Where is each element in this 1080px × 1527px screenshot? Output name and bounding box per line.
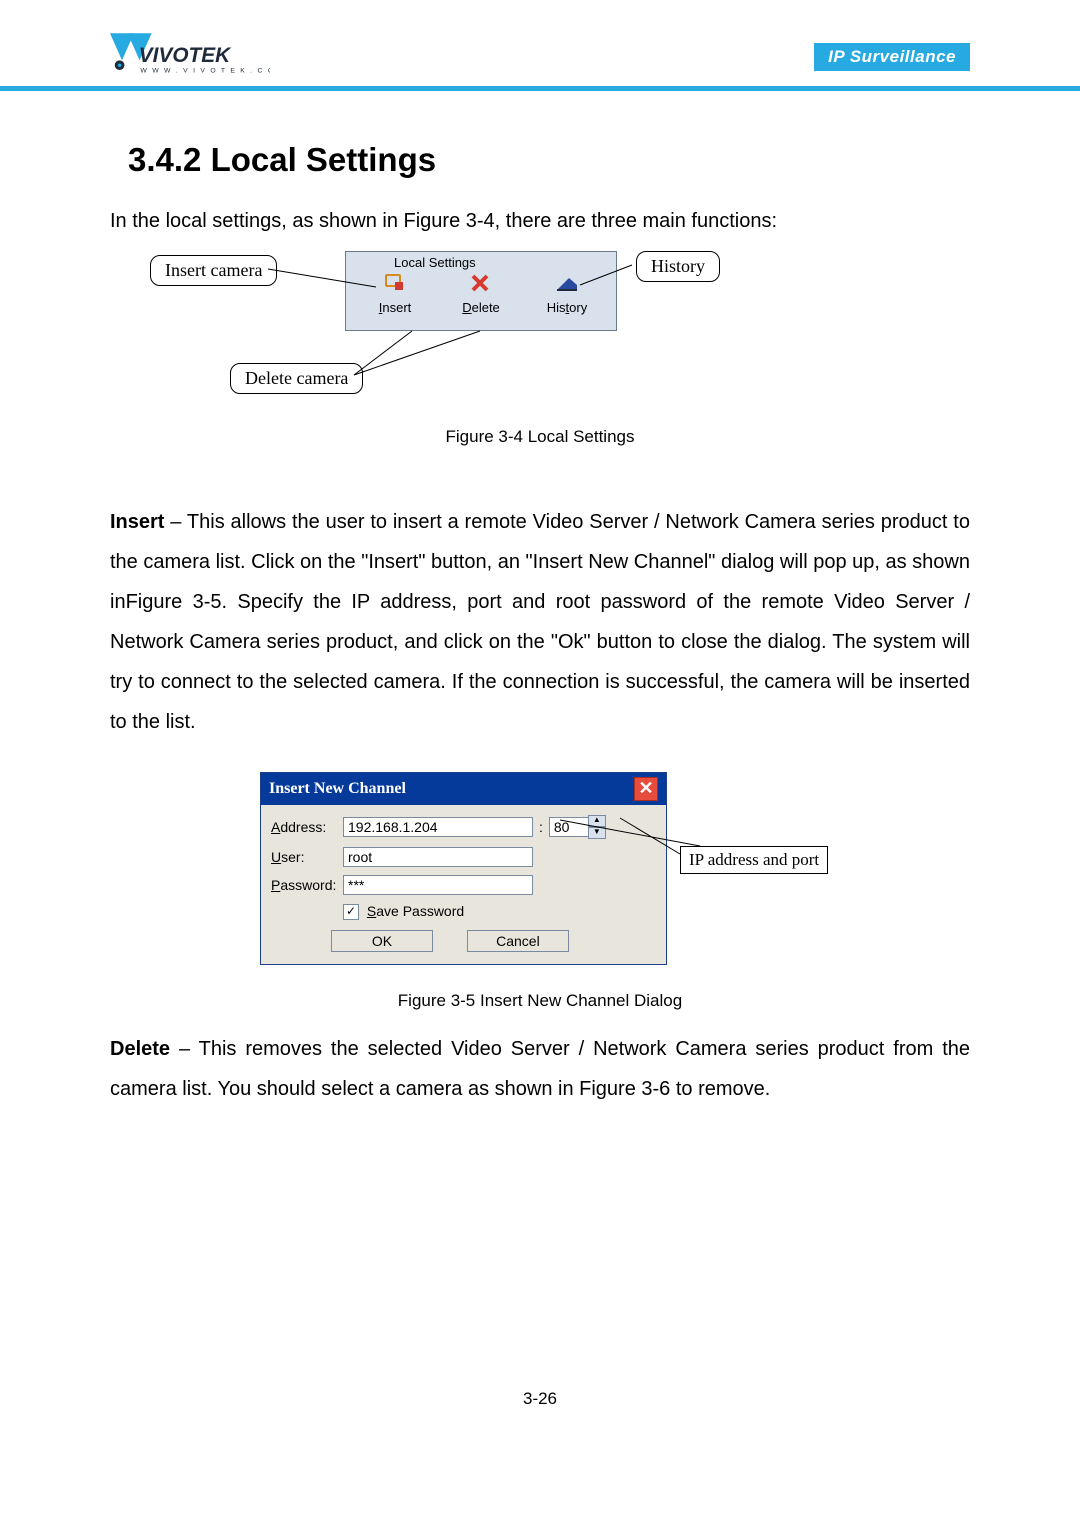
port-input[interactable] [549, 817, 589, 837]
port-spinner[interactable]: ▲▼ [588, 815, 606, 839]
delete-icon [438, 272, 524, 300]
spin-down-icon[interactable]: ▼ [588, 827, 606, 839]
user-label: User: [271, 849, 343, 865]
callout-history: History [636, 251, 720, 282]
page-number: 3-26 [110, 1389, 970, 1409]
svg-text:W W W . V I V O T E K . C O M: W W W . V I V O T E K . C O M [140, 67, 270, 74]
address-label: Address: [271, 819, 343, 835]
insert-new-channel-dialog: Insert New Channel ✕ Address: : ▲▼ User: [260, 772, 667, 965]
password-label: Password: [271, 877, 343, 893]
save-password-label: Save Password [367, 903, 464, 919]
toolbar-insert-button[interactable]: Insert [352, 272, 438, 315]
ok-button[interactable]: OK [331, 930, 433, 952]
toolbar-history-button[interactable]: History [524, 272, 610, 315]
cancel-button[interactable]: Cancel [467, 930, 569, 952]
insert-icon [352, 272, 438, 300]
toolbar-delete-button[interactable]: Delete [438, 272, 524, 315]
callout-delete-camera: Delete camera [230, 363, 363, 394]
vivotek-logo: VIVOTEK W W W . V I V O T E K . C O M [110, 30, 270, 83]
dialog-title-text: Insert New Channel [269, 780, 406, 798]
user-input[interactable] [343, 847, 533, 867]
dialog-titlebar: Insert New Channel ✕ [261, 773, 666, 805]
save-password-checkbox[interactable]: ✓ [343, 904, 359, 920]
intro-text: In the local settings, as shown in Figur… [110, 201, 970, 241]
spin-up-icon[interactable]: ▲ [588, 815, 606, 827]
figure-insert-dialog: Insert New Channel ✕ Address: : ▲▼ User: [260, 772, 820, 965]
figure-local-settings: Insert camera History Delete camera Loca… [150, 251, 710, 421]
local-settings-panel: Local Settings Insert Delete [345, 251, 617, 331]
callout-ip-port: IP address and port [680, 846, 828, 874]
save-password-row[interactable]: ✓ Save Password [271, 903, 656, 920]
fig34-caption: Figure 3-4 Local Settings [110, 427, 970, 447]
delete-paragraph: Delete – This removes the selected Video… [110, 1029, 970, 1109]
page-header: VIVOTEK W W W . V I V O T E K . C O M IP… [0, 30, 1080, 91]
ip-surveillance-badge: IP Surveillance [814, 43, 970, 71]
password-input[interactable] [343, 875, 533, 895]
address-input[interactable] [343, 817, 533, 837]
callout-insert-camera: Insert camera [150, 255, 277, 286]
logo-text: VIVOTEK [139, 44, 232, 67]
local-settings-title: Local Settings [346, 252, 616, 270]
history-icon [524, 272, 610, 300]
close-icon[interactable]: ✕ [634, 777, 658, 801]
section-heading: 3.4.2 Local Settings [128, 141, 970, 179]
insert-paragraph: Insert – This allows the user to insert … [110, 502, 970, 742]
fig35-caption: Figure 3-5 Insert New Channel Dialog [110, 991, 970, 1011]
port-colon: : [533, 819, 549, 835]
